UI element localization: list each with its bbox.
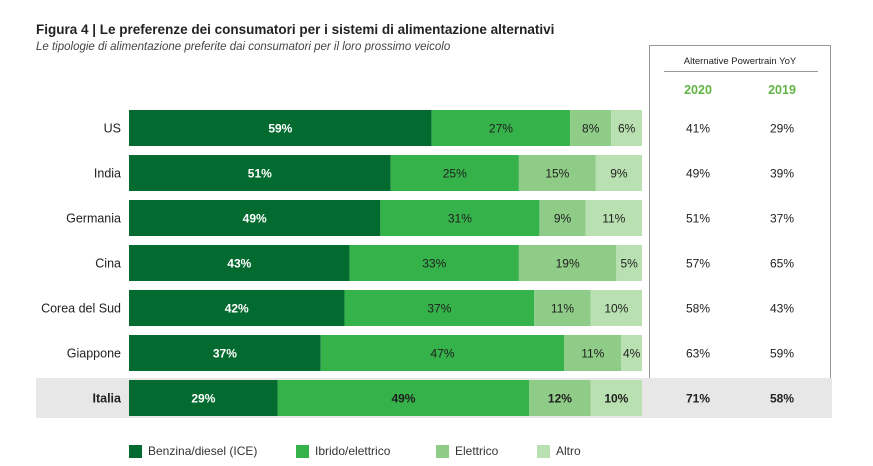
bar-hybrid-corea-del-sud (344, 290, 535, 326)
yoy-2019-corea-del-sud: 43% (770, 302, 794, 316)
yoy-panel-divider (664, 71, 818, 72)
chart-subtitle: Le tipologie di alimentazione preferite … (36, 41, 451, 53)
bar-electric-india (518, 155, 596, 191)
data-label-electric-italia: 12% (548, 392, 572, 406)
bar-other-italia (590, 380, 642, 416)
yoy-2020-us: 41% (686, 122, 710, 136)
bar-other-cina (616, 245, 642, 281)
data-label-electric-us: 8% (582, 122, 600, 136)
legend-item-hybrid: Ibrido/elettrico (296, 444, 390, 458)
yoy-2020-india: 49% (686, 167, 710, 181)
data-label-other-india: 9% (610, 167, 628, 181)
yoy-2019-giappone: 59% (770, 347, 794, 361)
bar-other-us (611, 110, 642, 146)
bar-hybrid-cina (349, 245, 519, 281)
category-label-us: US (104, 122, 121, 136)
data-label-hybrid-giappone: 47% (430, 347, 454, 361)
data-label-ice-giappone: 37% (213, 347, 237, 361)
data-label-other-cina: 5% (621, 257, 639, 271)
legend-swatch-electric (436, 444, 449, 458)
legend-swatch-hybrid (296, 444, 309, 458)
legend-item-other: Altro (537, 444, 581, 458)
data-label-ice-cina: 43% (227, 257, 251, 271)
bar-ice-giappone (129, 335, 321, 371)
bar-hybrid-italia (277, 380, 530, 416)
bar-electric-cina (518, 245, 617, 281)
bar-ice-corea-del-sud (129, 290, 345, 326)
category-label-india: India (94, 167, 121, 181)
yoy-2020-giappone: 63% (686, 347, 710, 361)
yoy-2019-germania: 37% (770, 212, 794, 226)
chart-legend: Benzina/diesel (ICE) Ibrido/elettrico El… (0, 444, 873, 464)
yoy-year-2020: 2020 (684, 83, 712, 97)
data-label-other-germania: 11% (602, 212, 625, 226)
bar-other-india (595, 155, 642, 191)
data-label-other-italia: 10% (604, 392, 628, 406)
legend-label-ice: Benzina/diesel (ICE) (148, 444, 258, 458)
bar-ice-india (129, 155, 391, 191)
data-label-ice-italia: 29% (191, 392, 215, 406)
legend-label-electric: Elettrico (455, 444, 499, 458)
category-label-corea-del-sud: Corea del Sud (41, 302, 121, 316)
chart-title: Figura 4 | Le preferenze dei consumatori… (36, 22, 555, 37)
yoy-2020-corea-del-sud: 58% (686, 302, 710, 316)
category-label-italia: Italia (93, 392, 123, 406)
bar-hybrid-germania (380, 200, 540, 236)
data-label-hybrid-us: 27% (489, 122, 513, 136)
yoy-2020-cina: 57% (686, 257, 710, 271)
data-label-electric-corea-del-sud: 11% (551, 302, 574, 316)
bar-hybrid-us (431, 110, 571, 146)
yoy-2020-germania: 51% (686, 212, 710, 226)
bar-ice-italia (129, 380, 278, 416)
data-label-other-us: 6% (618, 122, 636, 136)
bar-electric-giappone (564, 335, 622, 371)
yoy-2020-italia: 71% (686, 392, 710, 406)
legend-swatch-ice (129, 444, 142, 458)
data-label-hybrid-italia: 49% (391, 392, 415, 406)
data-label-electric-india: 15% (545, 167, 569, 181)
data-label-electric-germania: 9% (554, 212, 572, 226)
yoy-2019-italia: 58% (770, 392, 794, 406)
data-label-ice-corea-del-sud: 42% (225, 302, 249, 316)
data-label-other-corea-del-sud: 10% (604, 302, 628, 316)
bar-other-giappone (621, 335, 642, 371)
legend-label-other: Altro (556, 444, 581, 458)
legend-swatch-other (537, 444, 550, 458)
data-label-hybrid-germania: 31% (448, 212, 472, 226)
data-label-hybrid-india: 25% (443, 167, 467, 181)
yoy-2019-us: 29% (770, 122, 794, 136)
bar-ice-cina (129, 245, 350, 281)
bar-other-corea-del-sud (590, 290, 642, 326)
category-label-cina: Cina (95, 257, 121, 271)
yoy-year-2019: 2019 (768, 83, 796, 97)
legend-item-electric: Elettrico (436, 444, 498, 458)
legend-label-hybrid: Ibrido/elettrico (315, 444, 391, 458)
bar-hybrid-india (390, 155, 519, 191)
bar-electric-us (570, 110, 612, 146)
bar-ice-us (129, 110, 432, 146)
data-label-ice-india: 51% (248, 167, 272, 181)
yoy-2019-cina: 65% (770, 257, 794, 271)
yoy-2019-india: 39% (770, 167, 794, 181)
data-label-hybrid-corea-del-sud: 37% (427, 302, 451, 316)
category-label-germania: Germania (66, 212, 121, 226)
yoy-panel-title: Alternative Powertrain YoY (683, 56, 797, 67)
category-label-giappone: Giappone (67, 347, 121, 361)
data-label-ice-us: 59% (268, 122, 292, 136)
data-label-ice-germania: 49% (243, 212, 267, 226)
bar-electric-germania (539, 200, 586, 236)
legend-item-ice: Benzina/diesel (ICE) (129, 444, 257, 458)
data-label-electric-giappone: 11% (581, 347, 604, 361)
data-label-hybrid-cina: 33% (422, 257, 446, 271)
bar-other-germania (585, 200, 642, 236)
data-label-electric-cina: 19% (556, 257, 580, 271)
bar-hybrid-giappone (320, 335, 565, 371)
bar-electric-italia (529, 380, 591, 416)
bar-ice-germania (129, 200, 381, 236)
bar-electric-corea-del-sud (534, 290, 591, 326)
data-label-other-giappone: 4% (623, 347, 641, 361)
